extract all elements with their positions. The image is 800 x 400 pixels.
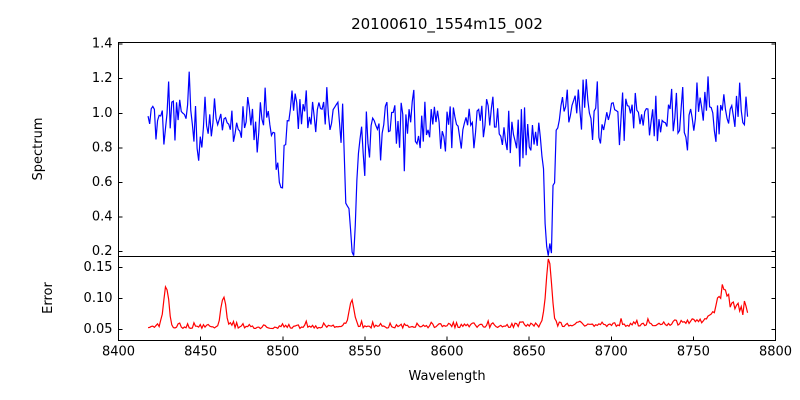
spectrum-data-line	[147, 71, 749, 256]
spectrum-panel: 0.2 0.4 0.6 0.8 1.0 1.2 1.4 Spectrum	[31, 37, 776, 259]
spectrum-y-axis-label: Spectrum	[31, 118, 46, 181]
spectrum-y-tick-label: 1.2	[92, 71, 113, 86]
error-axes-frame	[118, 256, 776, 341]
spectrum-y-tick-label: 0.4	[92, 209, 113, 224]
wavelength-x-tick-label: 8750	[677, 344, 710, 359]
spectrum-y-ticks: 0.2 0.4 0.6 0.8 1.0 1.2 1.4	[92, 37, 776, 259]
wavelength-x-axis-label: Wavelength	[408, 369, 485, 384]
error-y-ticks: 0.05 0.10 0.15	[84, 260, 776, 337]
error-x-ticks: 8400 8450 8500 8550 8600 8650 8700 8750 8800	[102, 336, 792, 359]
spectrum-y-tick-label: 0.6	[92, 175, 113, 190]
spectrum-y-tick-label: 0.8	[92, 140, 113, 155]
wavelength-x-tick-label: 8800	[759, 344, 792, 359]
error-data-line	[147, 258, 749, 330]
spectrum-y-tick-label: 0.2	[92, 244, 113, 259]
error-panel: 0.05 0.10 0.15 8400 8450 8500 8550 8600 8650 870…	[41, 256, 792, 384]
wavelength-x-tick-label: 8700	[595, 344, 628, 359]
error-y-tick-label: 0.10	[84, 291, 113, 306]
spectrum-y-tick-label: 1.4	[92, 37, 113, 52]
wavelength-x-tick-label: 8550	[348, 344, 381, 359]
wavelength-x-tick-label: 8650	[513, 344, 546, 359]
error-y-tick-label: 0.05	[84, 322, 113, 337]
wavelength-x-tick-label: 8600	[430, 344, 463, 359]
spectrum-y-tick-label: 1.0	[92, 106, 113, 121]
figure-title: 20100610_1554m15_002	[351, 15, 543, 34]
spectrum-axes-frame	[118, 42, 776, 257]
error-y-axis-label: Error	[41, 282, 56, 314]
wavelength-x-tick-label: 8450	[184, 344, 217, 359]
error-y-tick-label: 0.15	[84, 260, 113, 275]
wavelength-x-tick-label: 8500	[266, 344, 299, 359]
wavelength-x-tick-label: 8400	[102, 344, 135, 359]
